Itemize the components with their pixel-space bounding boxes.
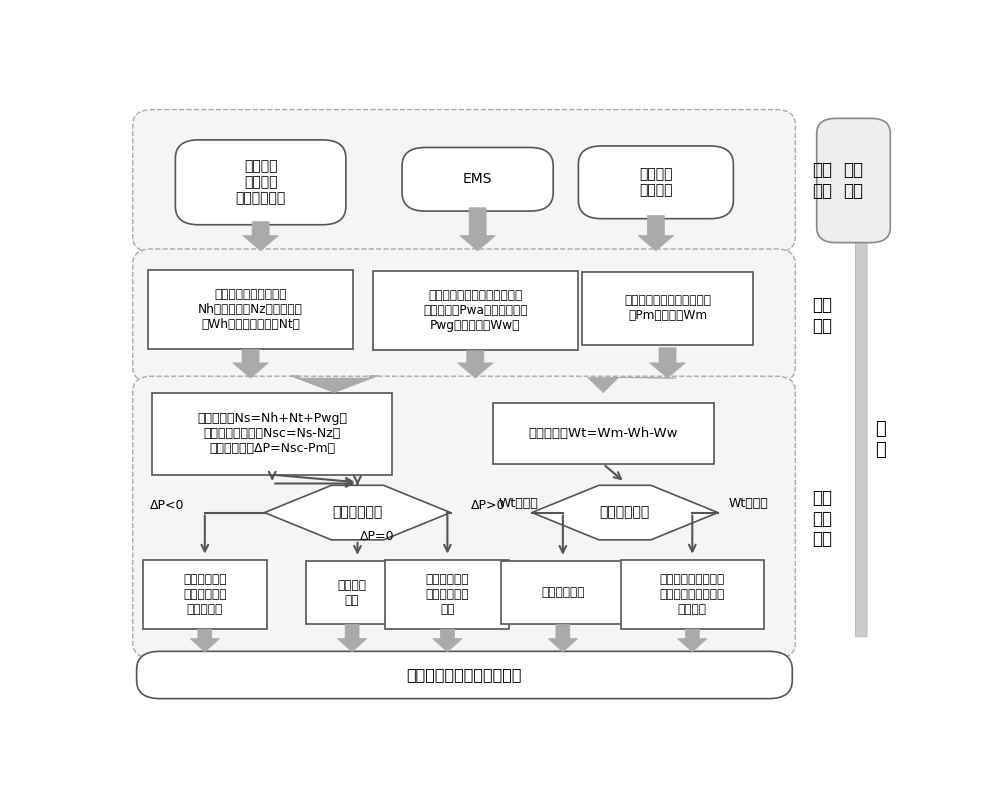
FancyBboxPatch shape: [133, 376, 795, 658]
Text: 计算各月水电装机容量
Nh和受阻容量Nz，水电发电
量Wh，火电装机容量Nt。: 计算各月水电装机容量 Nh和受阻容量Nz，水电发电 量Wh，火电装机容量Nt。: [198, 288, 303, 331]
Polygon shape: [264, 486, 450, 540]
Bar: [621, 560, 764, 630]
Text: Wt可实现: Wt可实现: [499, 497, 539, 510]
Text: 电力营销
电力市场: 电力营销 电力市场: [639, 167, 673, 198]
FancyBboxPatch shape: [402, 147, 553, 211]
Text: 电量供需平衡: 电量供需平衡: [541, 586, 585, 599]
Polygon shape: [433, 630, 462, 652]
FancyArrow shape: [850, 176, 873, 637]
Polygon shape: [678, 630, 707, 652]
FancyBboxPatch shape: [578, 146, 733, 219]
Bar: [493, 404, 714, 464]
Bar: [152, 393, 392, 475]
Text: 电力
电量
平衡: 电力 电量 平衡: [812, 489, 832, 549]
Text: 反
馈: 反 馈: [875, 420, 886, 460]
Bar: [501, 561, 625, 624]
Polygon shape: [457, 351, 493, 378]
FancyBboxPatch shape: [137, 652, 792, 699]
Text: 总装机容量Ns=Nh+Nt+Pwg；
系统实际可用容量Nsc=Ns-Nz；
电力平衡盈亏ΔP=Nsc-Pm。: 总装机容量Ns=Nh+Nt+Pwg； 系统实际可用容量Nsc=Ns-Nz； 电力…: [197, 412, 347, 456]
Text: ΔP=0: ΔP=0: [360, 530, 394, 543]
Polygon shape: [588, 378, 676, 393]
Bar: [143, 560, 267, 630]
Bar: [306, 561, 398, 624]
Text: ΔP>0: ΔP>0: [470, 499, 505, 512]
Text: 电力盈亏判断: 电力盈亏判断: [332, 505, 383, 519]
Text: 电量盈亏判断: 电量盈亏判断: [600, 505, 650, 519]
Bar: [373, 272, 578, 350]
Polygon shape: [290, 375, 379, 393]
Text: 火电发电量Wt=Wm-Wh-Ww: 火电发电量Wt=Wm-Wh-Ww: [528, 427, 678, 440]
Text: 电力盈亏
平衡: 电力盈亏 平衡: [338, 578, 367, 607]
Text: 电力
系统: 电力 系统: [844, 161, 864, 200]
FancyBboxPatch shape: [133, 249, 795, 382]
Text: 获取风电出力数据，分别计算
月平均出力Pwa、月保证出力
Pwg、月发电量Ww。: 获取风电出力数据，分别计算 月平均出力Pwa、月保证出力 Pwg、月发电量Ww。: [423, 290, 528, 332]
Text: 水情预测
燃煤情况
机组检修计划: 水情预测 燃煤情况 机组检修计划: [236, 159, 286, 205]
Text: 负荷预测，计算各月最大负
荷Pm和用电量Wm: 负荷预测，计算各月最大负 荷Pm和用电量Wm: [624, 294, 711, 323]
Text: 供大于求，需
调整水、火电
出力: 供大于求，需 调整水、火电 出力: [426, 573, 469, 616]
FancyBboxPatch shape: [175, 140, 346, 225]
Text: 调度运行人员调整运行方式: 调度运行人员调整运行方式: [407, 667, 522, 682]
FancyBboxPatch shape: [133, 109, 795, 252]
Polygon shape: [532, 486, 718, 540]
Polygon shape: [650, 348, 685, 378]
Polygon shape: [460, 208, 495, 251]
Polygon shape: [548, 624, 578, 652]
Text: EMS: EMS: [463, 172, 492, 187]
Text: 供不应求，需
增加电源装机
或限制负荷: 供不应求，需 增加电源装机 或限制负荷: [183, 573, 227, 616]
Polygon shape: [638, 216, 674, 251]
Text: 数据
准备: 数据 准备: [812, 296, 832, 335]
FancyBboxPatch shape: [817, 118, 890, 242]
Bar: [148, 270, 353, 349]
Text: ΔP<0: ΔP<0: [150, 499, 185, 512]
Polygon shape: [243, 222, 278, 251]
Polygon shape: [233, 349, 268, 378]
Polygon shape: [337, 624, 367, 652]
Bar: [385, 560, 509, 630]
Bar: [582, 272, 753, 345]
Text: 电力
系统: 电力 系统: [812, 161, 832, 200]
Polygon shape: [190, 630, 220, 652]
Text: 电量供不应求，需要
增加水电机组出力或
限制负荷: 电量供不应求，需要 增加水电机组出力或 限制负荷: [660, 573, 725, 616]
Text: Wt不可行: Wt不可行: [728, 497, 768, 510]
